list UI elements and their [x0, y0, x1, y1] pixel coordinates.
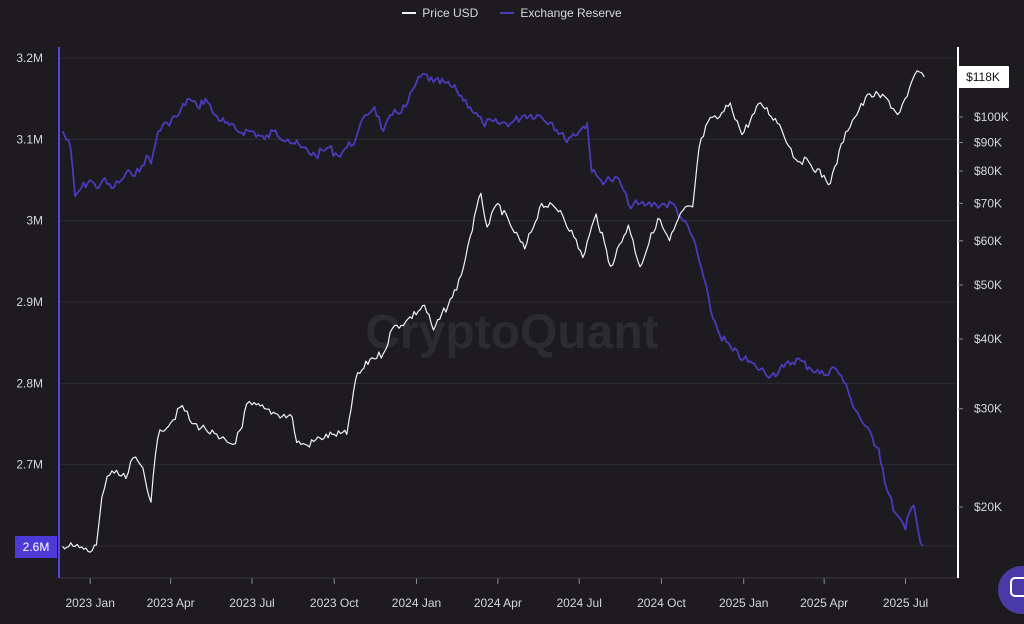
legend-item-reserve[interactable]: Exchange Reserve	[500, 6, 622, 20]
y-left-current-value-box	[15, 536, 57, 558]
grid	[60, 57, 958, 547]
y-right-tick-label: $30K	[974, 402, 1002, 416]
axes	[58, 47, 963, 584]
y-right-tick-label: $40K	[974, 332, 1002, 346]
legend-swatch-price	[402, 12, 417, 14]
series-line-price-usd	[62, 70, 925, 553]
y-left-tick-label: 3.2M	[16, 51, 43, 65]
y-left-current-value: 2.6M	[23, 540, 50, 554]
x-tick-label: 2024 Jan	[392, 596, 441, 610]
x-tick-label: 2023 Apr	[147, 596, 195, 610]
y-left-tick-label: 3.1M	[16, 132, 43, 146]
y-right-tick-label: $50K	[974, 278, 1002, 292]
series	[61, 70, 925, 553]
x-tick-label: 2024 Oct	[637, 596, 686, 610]
y-left-tick-label: 2.7M	[16, 458, 43, 472]
x-tick-label: 2025 Jan	[719, 596, 768, 610]
y-left-tick-label: 2.8M	[16, 376, 43, 390]
x-tick-label: 2024 Apr	[474, 596, 522, 610]
axis-labels: 2.6M 2.7M 2.8M 2.9M 3M 3.1M 3.2M 2023 Jan 2023 A…	[15, 51, 1009, 610]
series-line-exchange-reserve	[61, 73, 924, 547]
legend: Price USD Exchange Reserve	[0, 6, 1024, 20]
y-right-tick-label: $60K	[974, 234, 1002, 248]
legend-label-price: Price USD	[422, 6, 479, 20]
y-right-tick-label: $80K	[974, 164, 1002, 178]
y-left-tick-label: 3M	[26, 214, 43, 228]
y-right-tick-label: $20K	[974, 500, 1002, 514]
y-right-tick-label: $100K	[974, 110, 1009, 124]
x-tick-label: 2025 Apr	[800, 596, 848, 610]
x-tick-label: 2023 Jul	[229, 596, 274, 610]
chat-bubble-icon	[1010, 577, 1024, 597]
y-right-tick-label: $70K	[974, 196, 1002, 210]
watermark: CryptoQuant	[365, 306, 658, 359]
y-right-tick-label: $90K	[974, 136, 1002, 150]
legend-item-price[interactable]: Price USD	[402, 6, 478, 20]
x-tick-label: 2023 Jan	[65, 596, 114, 610]
y-right-current-value: $118K	[966, 70, 1000, 84]
x-tick-label: 2024 Jul	[557, 596, 602, 610]
y-left-tick-label: 2.9M	[16, 295, 43, 309]
y-right-current-value-box	[958, 66, 1009, 88]
x-tick-label: 2025 Jul	[883, 596, 928, 610]
x-tick-label: 2023 Oct	[310, 596, 359, 610]
legend-swatch-reserve	[500, 12, 515, 14]
legend-label-reserve: Exchange Reserve	[520, 6, 622, 20]
